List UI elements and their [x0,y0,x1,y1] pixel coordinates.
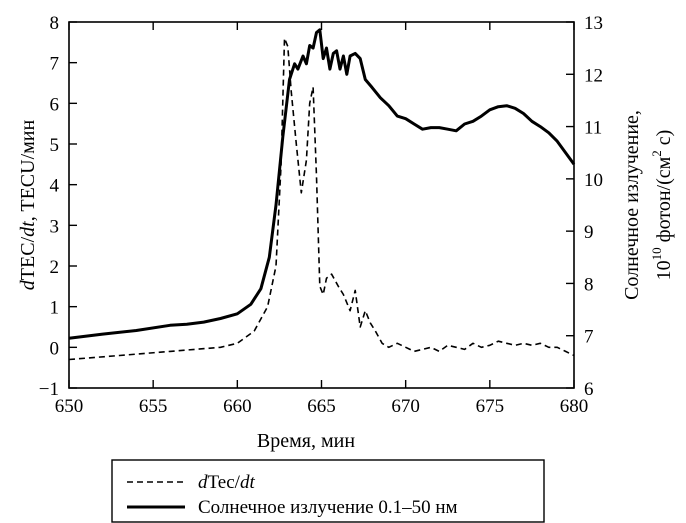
solar-radiation-series-line [68,28,576,340]
y-right-tick-label: 7 [584,327,594,348]
y-left-tick-label: 0 [50,338,60,359]
x-tick-label: 655 [139,396,168,417]
y-left-tick-label: 3 [50,216,60,237]
y-left-tick-label: 7 [50,54,60,75]
y-axis-title-right-line1: Солнечное излучение, [621,110,643,300]
y-right-tick-label: 6 [584,379,594,400]
y-left-tick-label: 2 [50,257,60,278]
y-right-tick-label: 13 [584,13,603,34]
y-left-tick-label: 1 [50,298,60,319]
y-right-tick-label: 9 [584,222,594,243]
y-axis-title-left: dTEC/dt, TECU/мин [17,120,39,291]
x-axis-title: Время, мин [257,430,355,452]
legend-label-solar: Солнечное излучение 0.1–50 нм [198,497,458,518]
y-left-tick-label: −1 [39,379,59,400]
y-left-tick-label: 4 [50,176,60,197]
x-tick-label: 660 [223,396,252,417]
series-group [68,28,576,361]
y-right-tick-label: 12 [584,65,603,86]
legend: dTec/dt Солнечное излучение 0.1–50 нм [111,459,545,523]
x-tick-label: 665 [307,396,336,417]
y-right-tick-label: 10 [584,170,603,191]
y-axis-title-right-line2: 1010 фотон/(см2 с) [649,130,675,281]
x-tick-label: 675 [476,396,505,417]
y-right-tick-label: 8 [584,274,594,295]
legend-box [111,459,545,523]
legend-label-dtec: dTec/dt [198,472,255,493]
y-right-tick-label: 11 [584,118,602,139]
x-tick-label: 650 [55,396,84,417]
y-left-tick-label: 5 [50,135,60,156]
x-tick-label: 670 [391,396,420,417]
y-left-tick-label: 8 [50,13,60,34]
dtec-dt-series-line [68,37,575,361]
plot-frame [68,21,575,389]
ticks-group: 650 655 660 665 670 675 680−101234567867891011… [39,13,603,417]
y-left-tick-label: 6 [50,94,60,115]
x-tick-label: 680 [560,396,589,417]
